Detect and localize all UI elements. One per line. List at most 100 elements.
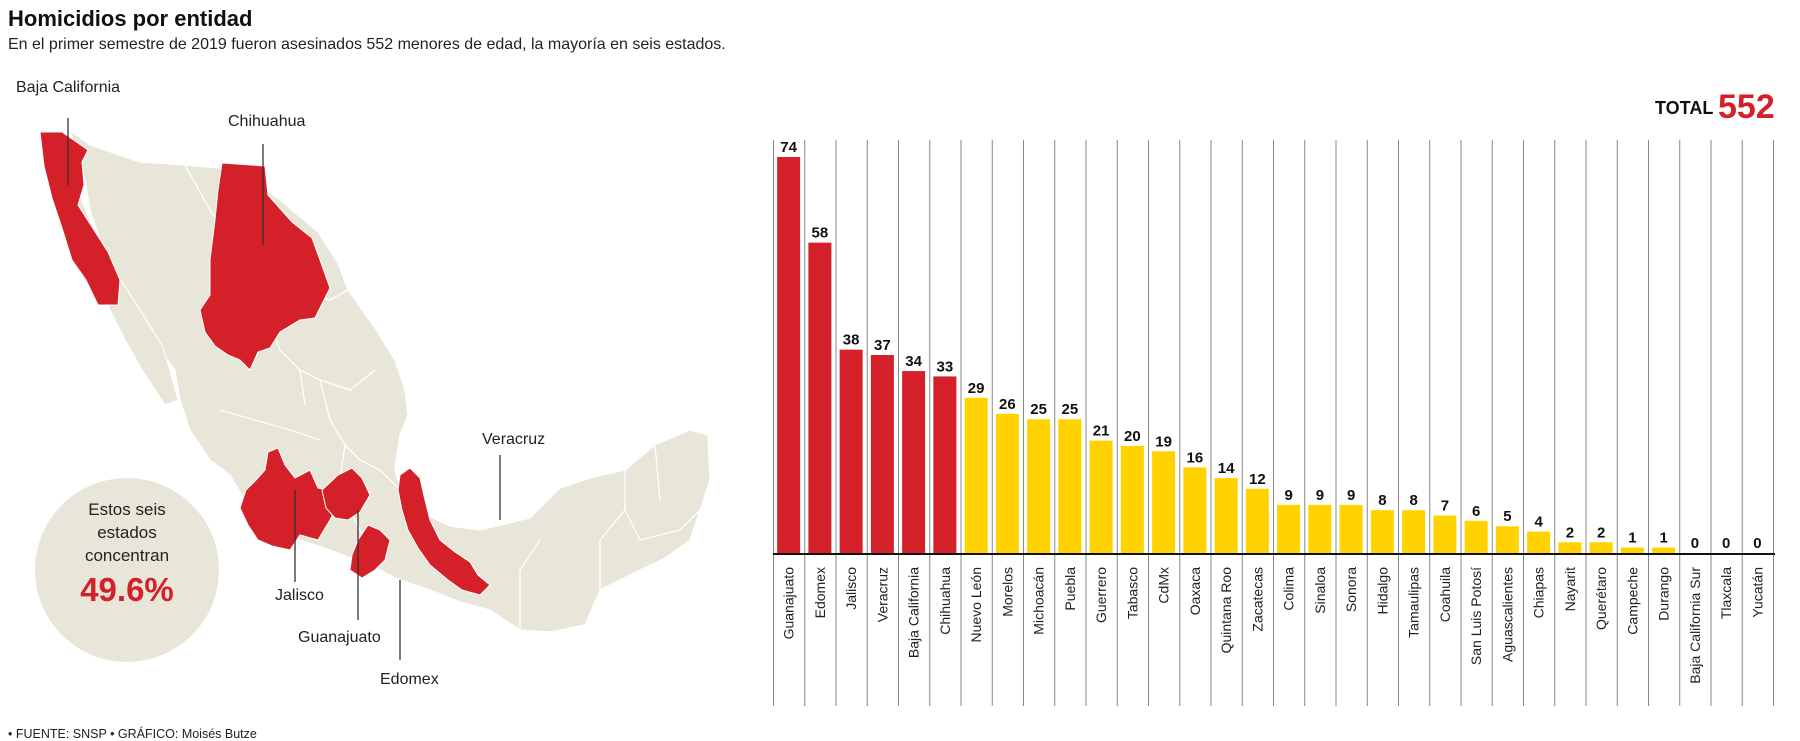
page-subtitle: En el primer semestre de 2019 fueron ase… bbox=[8, 36, 726, 53]
callout-circle bbox=[35, 478, 219, 662]
bar-category-label: Hidalgo bbox=[1374, 567, 1390, 615]
bar-guanajuato bbox=[777, 157, 801, 553]
bar-value-label: 7 bbox=[1441, 498, 1449, 515]
bar-value-label: 0 bbox=[1722, 535, 1730, 552]
bar-value-label: 26 bbox=[999, 396, 1016, 413]
bar-category-label: Guanajuato bbox=[781, 567, 797, 640]
bar-guerrero bbox=[1089, 440, 1113, 553]
bar-category-label: Morelos bbox=[999, 567, 1015, 617]
callout-line-3: concentran bbox=[85, 546, 169, 565]
source-credit: • FUENTE: SNSP • GRÁFICO: Moisés Butze bbox=[8, 727, 257, 741]
chart-bars bbox=[777, 157, 1676, 553]
map-label-guanajuato: Guanajuato bbox=[298, 629, 381, 646]
bar-michoacán bbox=[1027, 419, 1051, 553]
bar-puebla bbox=[1058, 419, 1082, 553]
bar-hidalgo bbox=[1370, 510, 1394, 553]
total-value: 552 bbox=[1718, 88, 1775, 126]
bar-category-label: Campeche bbox=[1624, 567, 1640, 635]
state-baja-california bbox=[39, 131, 121, 306]
bar-value-label: 20 bbox=[1124, 428, 1141, 445]
bar-value-label: 16 bbox=[1187, 449, 1204, 466]
map-highlighted-states bbox=[39, 131, 491, 596]
callout-line-2: estados bbox=[97, 523, 157, 542]
bar-category-label: Michoacán bbox=[1031, 567, 1047, 635]
bar-zacatecas bbox=[1245, 488, 1269, 553]
bar-category-label: Colima bbox=[1281, 567, 1297, 611]
bar-sonora bbox=[1339, 504, 1363, 553]
bar-category-label: Baja California Sur bbox=[1687, 567, 1703, 684]
bar-category-label: Puebla bbox=[1062, 567, 1078, 611]
bar-value-label: 0 bbox=[1691, 535, 1699, 552]
bar-querétaro bbox=[1589, 542, 1613, 553]
chart-category-labels: Guanajuato Edomex Jalisco Veracruz Baja Cali… bbox=[781, 567, 1766, 684]
bar-oaxaca bbox=[1183, 467, 1207, 553]
page-title: Homicidios por entidad bbox=[8, 6, 253, 31]
bar-value-label: 25 bbox=[1030, 401, 1047, 418]
bar-category-label: Querétaro bbox=[1593, 567, 1609, 630]
state-jalisco bbox=[239, 447, 341, 551]
bar-value-label: 29 bbox=[968, 380, 985, 397]
bar-aguascalientes bbox=[1495, 526, 1519, 553]
bar-category-label: Oaxaca bbox=[1187, 567, 1203, 615]
bar-value-label: 4 bbox=[1534, 514, 1543, 531]
map-label-baja-california: Baja California bbox=[16, 79, 120, 96]
bar-value-label: 1 bbox=[1628, 530, 1636, 547]
bar-value-label: 25 bbox=[1062, 401, 1079, 418]
bar-category-label: San Luis Potosí bbox=[1468, 567, 1484, 665]
bar-nuevo-león bbox=[964, 397, 988, 553]
bar-quintana-roo bbox=[1214, 478, 1238, 553]
bar-value-label: 74 bbox=[780, 139, 797, 156]
bar-value-label: 37 bbox=[874, 337, 891, 354]
state-chihuahua bbox=[199, 162, 331, 371]
map-label-veracruz: Veracruz bbox=[482, 431, 545, 448]
bar-category-label: Sinaloa bbox=[1312, 567, 1328, 614]
bar-category-label: Tamaulipas bbox=[1406, 567, 1422, 638]
bar-durango bbox=[1652, 547, 1676, 553]
bar-category-label: CdMx bbox=[1156, 567, 1172, 604]
bar-category-label: Zacatecas bbox=[1249, 567, 1265, 632]
state-guanajuato bbox=[321, 467, 371, 521]
bar-category-label: Coahuila bbox=[1437, 567, 1453, 622]
bar-campeche bbox=[1620, 547, 1644, 553]
state-veracruz bbox=[397, 467, 491, 596]
bar-category-label: Guerrero bbox=[1093, 567, 1109, 623]
bar-tamaulipas bbox=[1402, 510, 1426, 553]
bar-category-label: Sonora bbox=[1343, 567, 1359, 612]
bar-category-label: Veracruz bbox=[874, 567, 890, 622]
bar-sinaloa bbox=[1308, 504, 1332, 553]
bar-morelos bbox=[995, 413, 1019, 553]
bar-category-label: Quintana Roo bbox=[1218, 567, 1234, 654]
bar-value-label: 0 bbox=[1753, 535, 1761, 552]
bar-value-label: 38 bbox=[843, 332, 860, 349]
bar-category-label: Jalisco bbox=[843, 567, 859, 610]
bar-value-label: 6 bbox=[1472, 503, 1480, 520]
bar-category-label: Nuevo León bbox=[968, 567, 984, 643]
map-leader-lines bbox=[67, 118, 501, 660]
bar-value-label: 12 bbox=[1249, 471, 1266, 488]
bar-category-label: Tabasco bbox=[1124, 567, 1140, 619]
bar-nayarit bbox=[1558, 542, 1582, 553]
bar-category-label: Nayarit bbox=[1562, 567, 1578, 611]
bar-value-label: 8 bbox=[1409, 492, 1417, 509]
bar-category-label: Chiapas bbox=[1531, 567, 1547, 618]
concentration-callout: Estos seis estados concentran 49.6% bbox=[35, 478, 219, 662]
map-label-chihuahua: Chihuahua bbox=[228, 113, 306, 130]
bar-category-label: Yucatán bbox=[1749, 567, 1765, 618]
map-label-jalisco: Jalisco bbox=[275, 587, 324, 604]
bar-colima bbox=[1277, 504, 1301, 553]
bar-category-label: Edomex bbox=[812, 567, 828, 618]
yucatan-peninsula bbox=[624, 429, 711, 541]
bar-value-label: 5 bbox=[1503, 508, 1511, 525]
bar-value-label: 19 bbox=[1155, 433, 1172, 450]
map-label-edomex: Edomex bbox=[380, 671, 439, 688]
bar-edomex bbox=[808, 242, 832, 553]
bar-san-luis-potosí bbox=[1464, 520, 1488, 553]
bar-cdmx bbox=[1152, 451, 1176, 553]
total-label: TOTAL bbox=[1655, 98, 1713, 118]
bar-value-label: 9 bbox=[1284, 487, 1292, 504]
bar-value-label: 33 bbox=[937, 358, 954, 375]
callout-percent: 49.6% bbox=[80, 571, 174, 608]
state-edomex bbox=[349, 524, 391, 579]
